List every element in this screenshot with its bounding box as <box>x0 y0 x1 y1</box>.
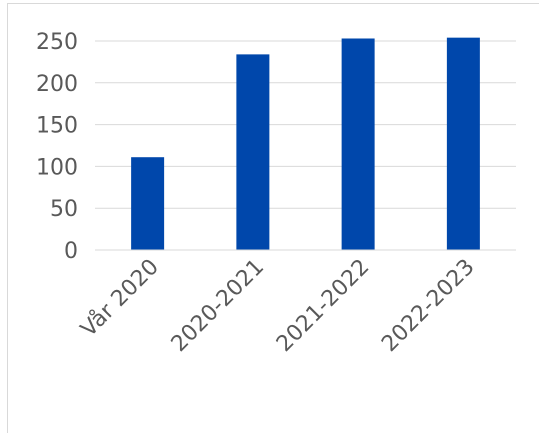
y-tick-label: 100 <box>36 155 78 180</box>
y-tick-label: 50 <box>50 197 78 222</box>
bars <box>131 37 480 250</box>
bar <box>446 37 480 250</box>
y-axis: 0 50 100 150 200 250 <box>36 30 78 264</box>
x-axis: Vår 2020 2020-2021 2021-2022 2022-2023 <box>76 249 516 357</box>
chart-frame <box>7 3 539 433</box>
x-tick-label: 2020-2021 <box>167 255 269 357</box>
bar <box>236 54 270 250</box>
y-tick-label: 0 <box>64 239 78 264</box>
x-tick-label: 2021-2022 <box>272 255 374 357</box>
y-tick-label: 200 <box>36 72 78 97</box>
bar <box>341 38 375 250</box>
y-tick-label: 150 <box>36 114 78 139</box>
x-tick-label: 2022-2023 <box>377 255 479 357</box>
y-tick-label: 250 <box>36 30 78 55</box>
bar <box>131 157 165 250</box>
x-tick-label: Vår 2020 <box>76 254 164 342</box>
